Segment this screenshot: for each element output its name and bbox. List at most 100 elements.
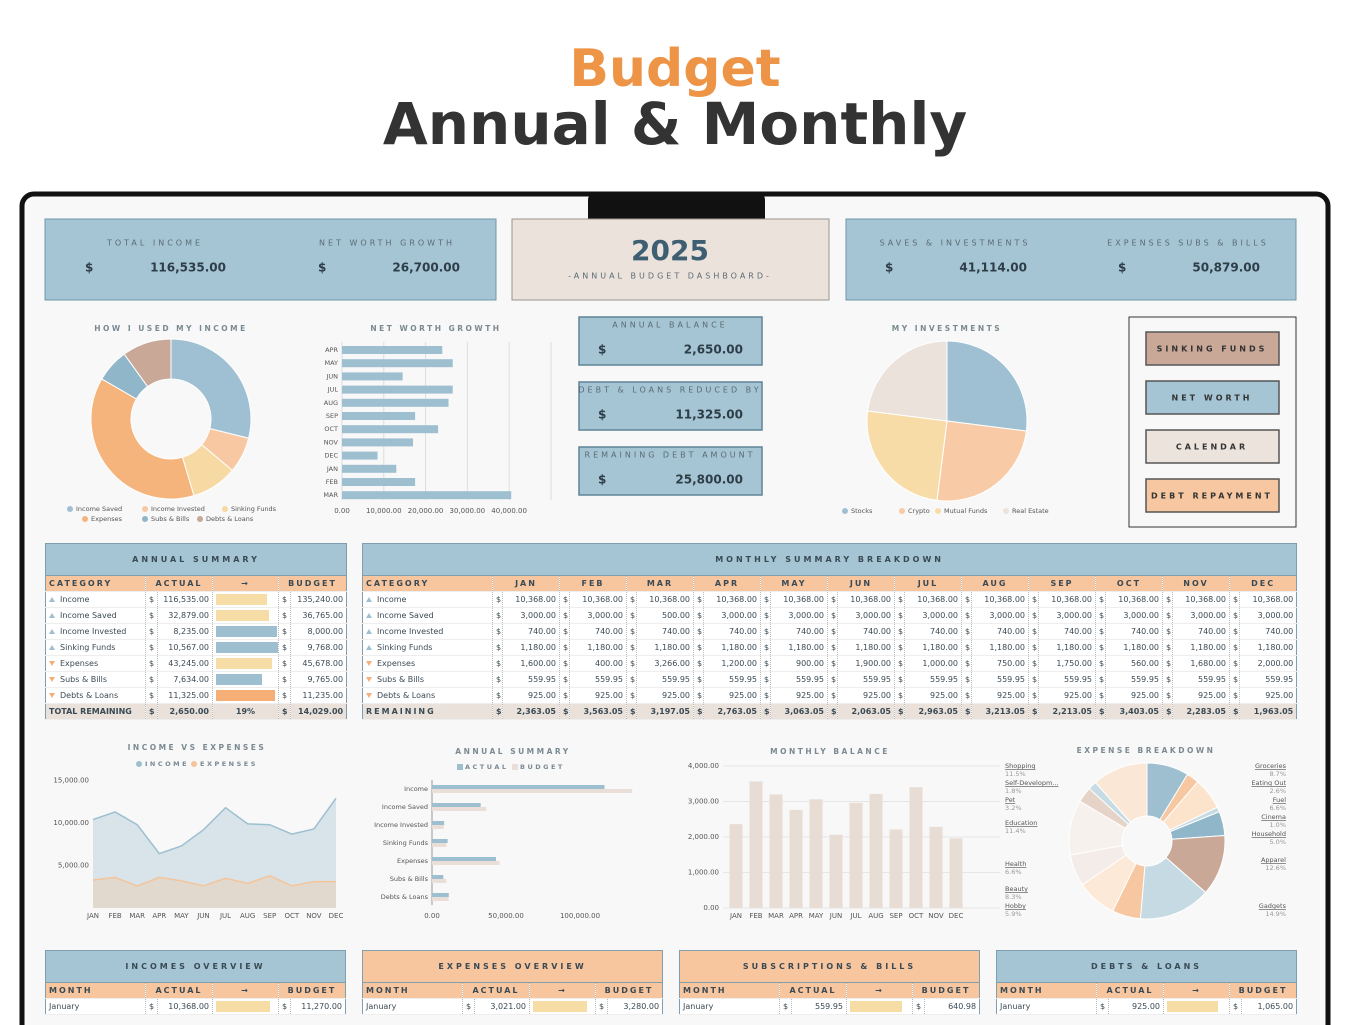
legend-dot [197, 516, 203, 522]
legend-label: Sinking Funds [231, 505, 277, 513]
nav-button[interactable] [1145, 331, 1280, 366]
total-label: REMAINING [362, 703, 493, 720]
row: Income $10,368.00 $10,368.00 $10,368.00 $10,… [362, 591, 1298, 608]
category: Debts & Loans [60, 691, 119, 700]
year: 2025 [631, 234, 709, 267]
slice-label: Self-Developm... [1005, 779, 1059, 787]
nav-button[interactable] [1145, 380, 1280, 415]
x-tick-label: APR [789, 912, 803, 920]
currency: $ [760, 623, 771, 640]
bar [342, 451, 378, 460]
table-title: DEBTS & LOANS [996, 950, 1298, 983]
progress-cell [212, 639, 279, 656]
nav-button[interactable] [1145, 429, 1280, 464]
bar [809, 799, 823, 908]
row: Sinking Funds $1,180.00 $1,180.00 $1,180.00… [362, 639, 1298, 656]
slice-label: Health [1005, 860, 1026, 868]
area-fill [93, 798, 336, 908]
currency: $ [492, 655, 503, 672]
category-label: AUG [324, 399, 338, 407]
progress-bar [216, 690, 276, 701]
legend-dot [899, 508, 905, 514]
currency: $ [278, 998, 291, 1015]
month-value: 925.00 [971, 687, 1029, 704]
month-value: 925.00 [1239, 687, 1298, 704]
legend-dot [935, 508, 941, 514]
actual: 116,535.00 [157, 591, 213, 608]
kpi-label: EXPENSES SUBS & BILLS [1107, 239, 1269, 248]
trend-icon [49, 629, 55, 634]
progress-bar [1167, 1001, 1219, 1012]
currency: $ [626, 639, 637, 656]
column-header-row: MONTH ACTUAL → BUDGET [679, 982, 981, 999]
slice [123, 338, 172, 388]
currency: $ [894, 703, 905, 720]
currency: $ [1162, 687, 1173, 704]
budget: 9,765.00 [290, 671, 348, 688]
currency: $ [626, 607, 637, 624]
month-value: 3,266.00 [636, 655, 694, 672]
legend-label: INCOME [145, 760, 189, 768]
month-value: 2,000.00 [1239, 655, 1298, 672]
month-value: 400.00 [569, 655, 627, 672]
currency: $ [961, 671, 972, 688]
month-value: 3,000.00 [971, 607, 1029, 624]
nav-label[interactable]: CALENDAR [1176, 443, 1248, 452]
month-value: 1,600.00 [502, 655, 560, 672]
currency: $ [827, 623, 838, 640]
nav-button[interactable] [1145, 478, 1280, 513]
month-value: 10,368.00 [1038, 591, 1096, 608]
currency: $ [827, 687, 838, 704]
month-value: 10,368.00 [770, 591, 828, 608]
currency: $ [559, 655, 570, 672]
y-tick-label: 3,000.00 [688, 798, 719, 806]
nav-label[interactable]: NET WORTH [1172, 394, 1253, 403]
month-value: 925.00 [1105, 687, 1163, 704]
actual: 11,325.00 [157, 687, 213, 704]
currency: $ [894, 607, 905, 624]
month-value: 740.00 [636, 623, 694, 640]
currency: $ [278, 703, 291, 720]
column-header: FEB [559, 575, 627, 592]
trend-icon [49, 661, 55, 666]
bar [432, 825, 444, 829]
month-value: 1,900.00 [837, 655, 895, 672]
category-label: Subs & Bills [390, 875, 429, 883]
actual: 925.00 [1108, 998, 1164, 1015]
bar [432, 843, 447, 847]
y-tick-label: 4,000.00 [688, 762, 719, 770]
nav-label[interactable]: DEBT REPAYMENT [1151, 492, 1273, 501]
progress-bar [216, 1001, 271, 1012]
bar [432, 803, 481, 807]
x-tick-label: SEP [889, 912, 902, 920]
month-value: 1,180.00 [904, 639, 962, 656]
nav-label[interactable]: SINKING FUNDS [1157, 345, 1268, 354]
bar [949, 838, 963, 908]
month-value: 740.00 [1239, 623, 1298, 640]
currency: $ [760, 607, 771, 624]
monthly-summary-table: MONTHLY SUMMARY BREAKDOWN CATEGORY JAN FEB M… [362, 543, 1298, 720]
progress-cell [212, 998, 279, 1015]
column-header: ACTUAL [1096, 982, 1164, 999]
balance-box [578, 446, 763, 496]
trend-icon [366, 661, 372, 666]
table-title: MONTHLY SUMMARY BREAKDOWN [362, 543, 1298, 576]
currency: $ [1028, 703, 1039, 720]
slice-value: 11.4% [1005, 827, 1026, 835]
kpi-value: 41,114.00 [959, 261, 1027, 275]
category-label: Debts & Loans [381, 893, 429, 901]
x-tick-label: JAN [729, 912, 742, 920]
legend-label: BUDGET [520, 763, 565, 771]
currency: $ [145, 703, 158, 720]
x-tick-label: 10,000.00 [366, 507, 402, 515]
currency: $ [1229, 998, 1242, 1015]
month-value: 925.00 [703, 687, 761, 704]
month-value: 3,000.00 [569, 607, 627, 624]
currency: $ [1229, 591, 1240, 608]
currency: $ [1096, 998, 1109, 1015]
category: Expenses [60, 659, 99, 668]
x-tick-label: 40,000.00 [491, 507, 527, 515]
y-tick-label: 15,000.00 [53, 777, 89, 785]
column-header: OCT [1095, 575, 1163, 592]
